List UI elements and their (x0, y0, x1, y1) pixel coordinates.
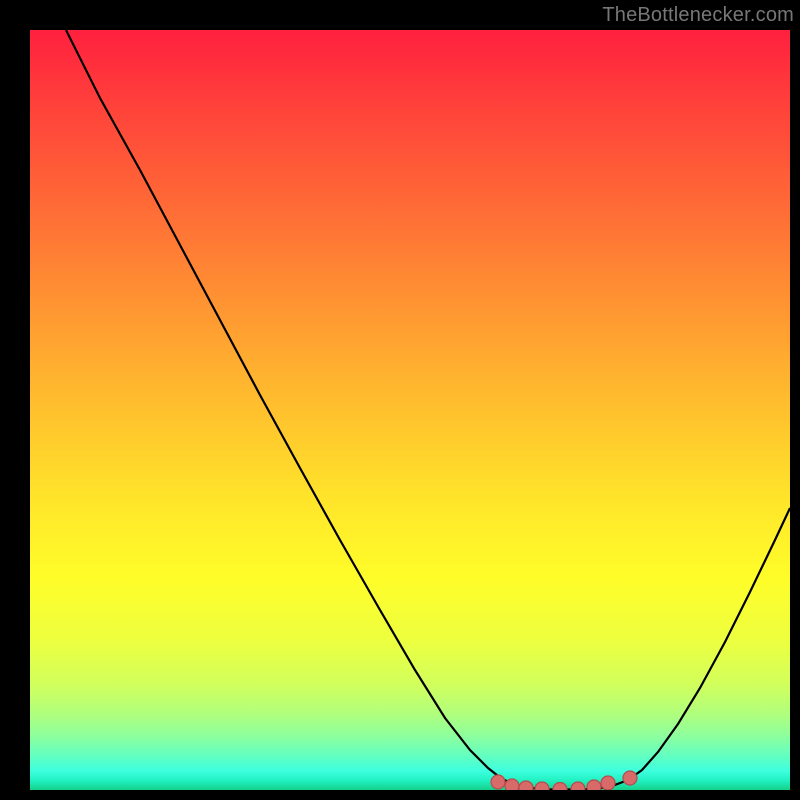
attribution-label: TheBottlenecker.com (602, 4, 794, 27)
curve-marker (535, 782, 549, 790)
curve-marker (587, 780, 601, 790)
curve-markers (491, 771, 637, 790)
curve-layer (30, 30, 790, 790)
curve-marker (623, 771, 637, 785)
chart-container: TheBottlenecker.com (0, 0, 800, 800)
curve-marker (519, 781, 533, 790)
curve-marker (601, 776, 615, 790)
plot-area (30, 30, 790, 790)
curve-marker (553, 783, 567, 791)
bottleneck-curve (66, 30, 790, 790)
curve-marker (491, 775, 505, 789)
curve-marker (571, 782, 585, 790)
curve-marker (505, 779, 519, 790)
